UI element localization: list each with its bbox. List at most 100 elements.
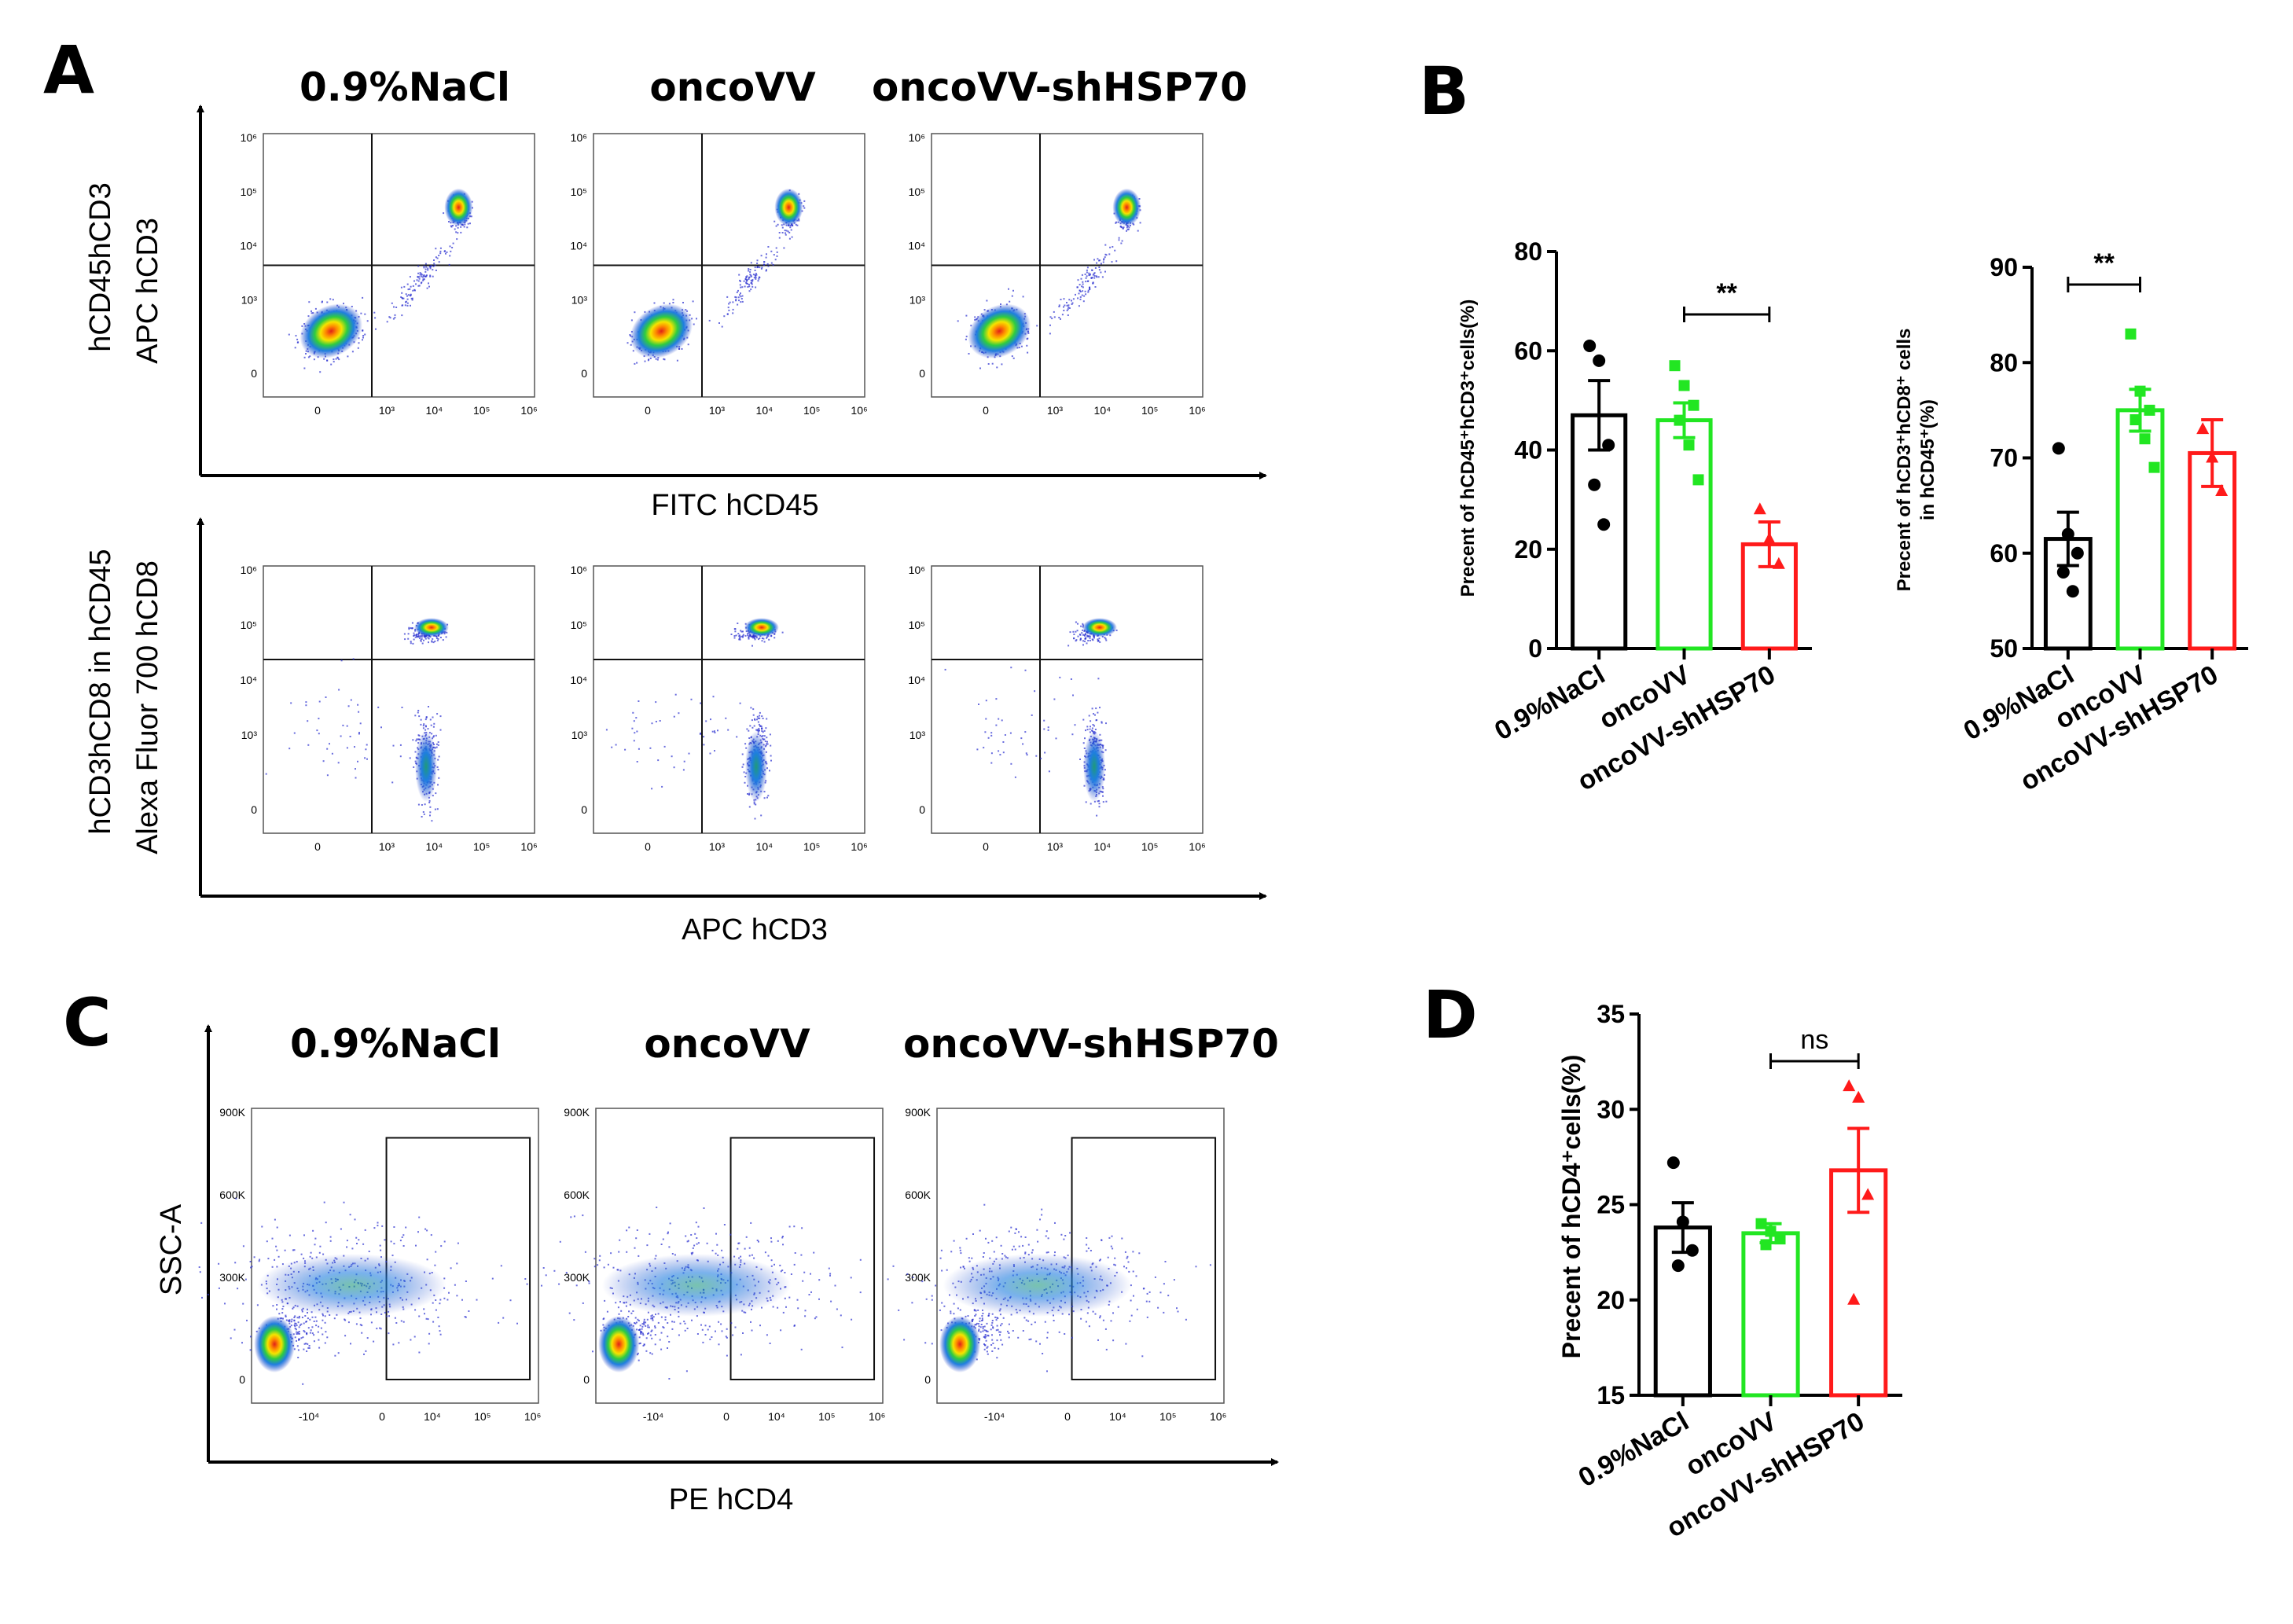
event-dot (1039, 1218, 1041, 1221)
event-dot (959, 1247, 961, 1249)
event-dot (1086, 634, 1089, 637)
event-dot (673, 715, 675, 718)
event-dot (797, 1307, 799, 1310)
x-tick-label: 10⁵ (1159, 1410, 1176, 1423)
event-dot (573, 1319, 575, 1321)
event-dot (438, 755, 440, 758)
event-dot (1085, 633, 1086, 635)
event-dot (746, 279, 748, 281)
event-dot (1077, 297, 1079, 299)
event-dot (1073, 634, 1075, 635)
event-dot (1079, 634, 1082, 636)
event-dot (1107, 1256, 1109, 1258)
event-dot (990, 1328, 992, 1331)
event-dot (439, 1330, 441, 1332)
event-dot (747, 634, 749, 637)
event-dot (302, 1383, 304, 1385)
event-dot (636, 761, 638, 762)
event-dot (751, 645, 753, 647)
event-dot (1137, 230, 1139, 232)
y-tick-label: 10⁵ (909, 186, 925, 198)
data-point-shhsp70 (1847, 1292, 1861, 1305)
event-dot (425, 275, 428, 277)
event-dot (1000, 303, 1001, 305)
event-dot (647, 359, 649, 362)
event-dot (631, 727, 634, 729)
event-dot (748, 737, 751, 739)
event-dot (770, 250, 773, 252)
event-dot (1105, 639, 1108, 641)
event-dot (651, 722, 653, 725)
event-dot (1123, 1266, 1125, 1268)
event-dot (690, 1252, 693, 1255)
event-dot (288, 748, 291, 750)
event-dot (442, 639, 444, 641)
significance-label: ns (1800, 1025, 1828, 1055)
event-dot (980, 1324, 983, 1325)
event-dot (1011, 355, 1013, 358)
event-dot (377, 1225, 379, 1227)
event-dot (423, 274, 425, 276)
event-dot (1094, 729, 1097, 730)
event-dot (1127, 1261, 1130, 1263)
event-dot (749, 634, 751, 637)
y-tick-label: 10⁶ (571, 564, 587, 576)
event-dot (1093, 272, 1096, 274)
event-dot (306, 1332, 307, 1335)
data-point-oncovv (1678, 380, 1690, 391)
event-dot (1081, 632, 1083, 634)
event-dot (781, 1236, 784, 1239)
event-dot (959, 1309, 961, 1311)
event-dot (1035, 755, 1038, 757)
data-point-nacl (1676, 1215, 1689, 1229)
event-dot (742, 634, 744, 636)
event-dot (804, 1315, 807, 1317)
event-dot (1082, 629, 1084, 631)
event-dot (754, 718, 756, 721)
event-dot (402, 297, 404, 299)
event-dot (1001, 1323, 1003, 1325)
event-dot (288, 1234, 291, 1236)
event-dot (439, 637, 442, 638)
event-dot (992, 1343, 994, 1344)
event-dot (1041, 1208, 1043, 1211)
event-dot (1087, 280, 1090, 282)
event-dot (377, 706, 380, 708)
event-dot (298, 1315, 300, 1317)
event-dot (654, 1334, 656, 1336)
population-sparse (265, 658, 427, 784)
y-tick-label: 10³ (571, 293, 588, 306)
event-dot (476, 1299, 478, 1301)
event-dot (432, 275, 434, 277)
event-dot (449, 255, 451, 257)
event-dot (776, 255, 778, 257)
event-dot (903, 1339, 906, 1341)
event-dot (1157, 1306, 1159, 1309)
event-dot (288, 1321, 291, 1323)
event-dot (756, 1240, 759, 1241)
event-dot (924, 1342, 927, 1344)
event-dot (444, 250, 446, 252)
event-dot (1008, 288, 1009, 290)
event-dot (451, 247, 454, 248)
event-dot (1063, 298, 1065, 300)
event-dot (987, 1241, 990, 1244)
event-dot (1127, 228, 1130, 230)
event-dot (409, 288, 411, 290)
event-dot (308, 1347, 311, 1349)
data-point-nacl (1671, 1259, 1685, 1273)
event-dot (542, 1267, 545, 1269)
event-dot (1024, 1236, 1027, 1238)
event-dot (428, 732, 431, 734)
event-dot (767, 795, 770, 797)
event-dot (307, 720, 309, 722)
event-dot (1093, 277, 1096, 279)
event-dot (457, 226, 459, 229)
event-dot (931, 1295, 933, 1297)
event-dot (337, 762, 340, 764)
event-dot (349, 1214, 351, 1216)
event-dot (1096, 262, 1098, 264)
event-dot (333, 361, 335, 363)
event-dot (990, 762, 993, 764)
x-tick-label: 10⁵ (1141, 404, 1158, 417)
